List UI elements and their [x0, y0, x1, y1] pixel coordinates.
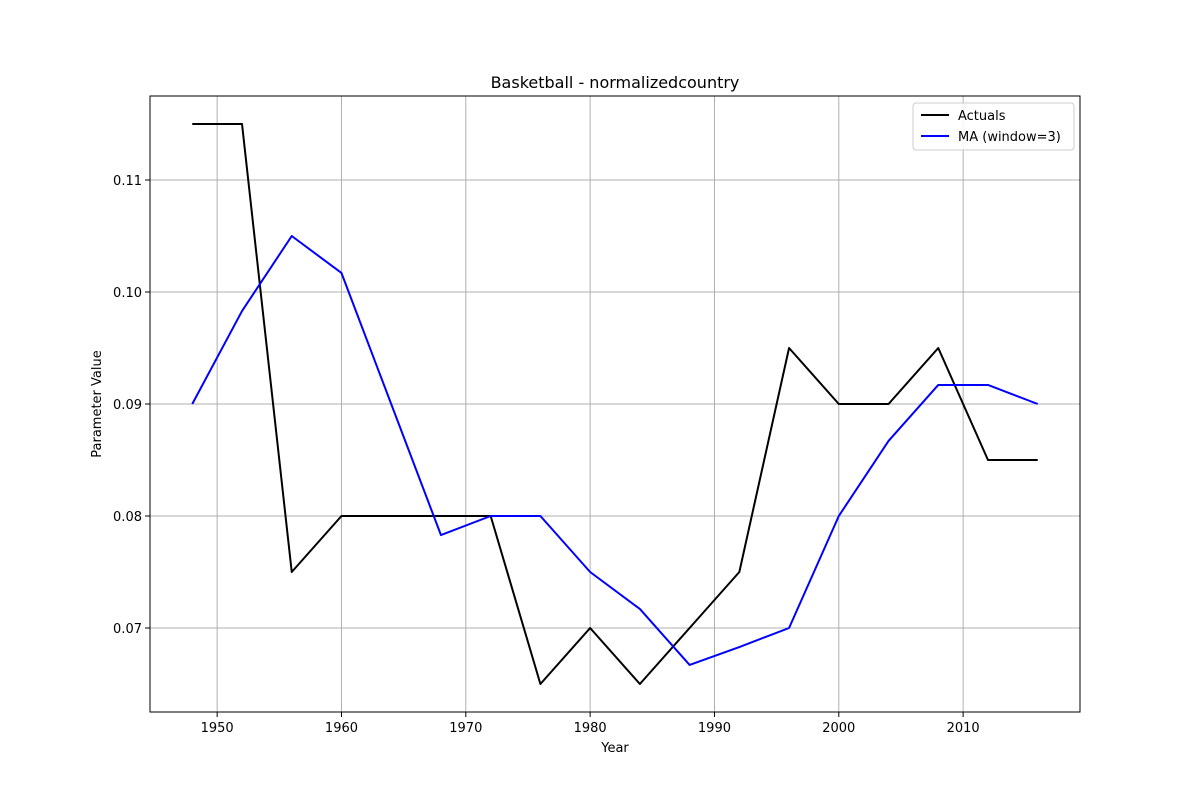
x-tick-label: 1990 [698, 721, 731, 736]
x-tick-label: 2000 [822, 721, 855, 736]
y-tick-label: 0.11 [113, 174, 142, 189]
x-tick-label: 1970 [449, 721, 482, 736]
x-tick-label: 1960 [325, 721, 358, 736]
x-axis-title: Year [600, 741, 629, 756]
x-tick-label: 1980 [574, 721, 607, 736]
legend-label: Actuals [958, 109, 1006, 124]
y-tick-label: 0.10 [113, 286, 142, 301]
gridlines [150, 96, 1080, 712]
legend-label: MA (window=3) [958, 130, 1061, 145]
series-line-moving-average [191, 235, 1039, 666]
y-axis-title: Parameter Value [90, 350, 105, 457]
legend-box [912, 102, 1075, 151]
legend: Actuals MA (window=3) [912, 102, 1075, 151]
x-axis: 1950 1960 1970 1980 1990 2000 2010 [201, 712, 980, 736]
series-line-actuals [192, 123, 1038, 685]
series-layer [191, 123, 1039, 685]
y-axis: 0.07 0.08 0.09 0.10 0.11 [113, 174, 150, 637]
x-tick-label: 1950 [201, 721, 234, 736]
y-tick-label: 0.09 [113, 398, 142, 413]
chart-title: Basketball - normalizedcountry [491, 73, 740, 92]
y-tick-label: 0.08 [113, 510, 142, 525]
y-tick-label: 0.07 [113, 622, 142, 637]
x-tick-label: 2010 [947, 721, 980, 736]
